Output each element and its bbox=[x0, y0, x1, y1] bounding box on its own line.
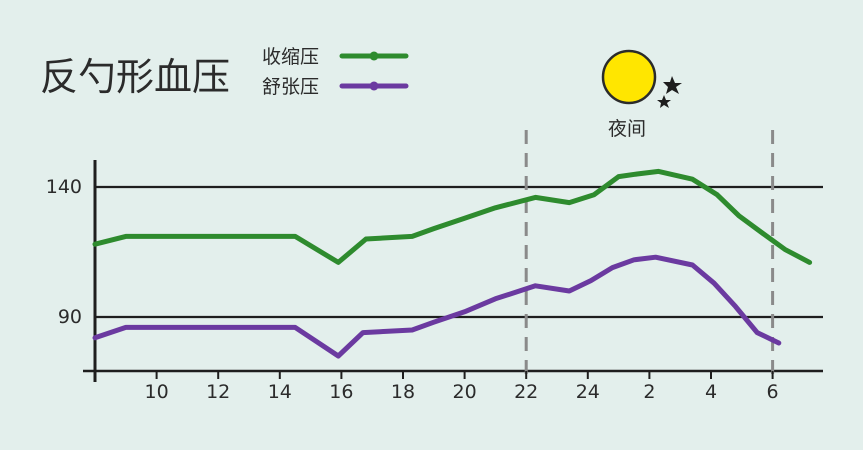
moon-icon bbox=[601, 49, 682, 108]
x-tick-label: 14 bbox=[268, 381, 292, 403]
legend-marker-systolic bbox=[369, 51, 379, 61]
y-tick-label: 140 bbox=[46, 176, 82, 198]
x-tick-label: 22 bbox=[514, 381, 538, 403]
x-tick-label: 4 bbox=[705, 381, 717, 403]
legend-label-diastolic: 舒张压 bbox=[262, 76, 319, 98]
x-tick-label: 18 bbox=[391, 381, 415, 403]
series-line-diastolic bbox=[92, 254, 782, 359]
x-tick-label: 12 bbox=[206, 381, 230, 403]
x-tick-label: 10 bbox=[145, 381, 169, 403]
chart-title: 反勺形血压 bbox=[40, 55, 230, 99]
x-tick-label: 2 bbox=[643, 381, 655, 403]
x-tick-label: 20 bbox=[453, 381, 477, 403]
y-tick-label: 90 bbox=[58, 306, 82, 328]
night-label: 夜间 bbox=[608, 118, 646, 140]
legend-marker-diastolic bbox=[369, 81, 379, 91]
series-line-systolic bbox=[92, 168, 813, 265]
x-tick-label: 6 bbox=[767, 381, 779, 403]
star-icon bbox=[657, 95, 671, 108]
x-tick-label: 16 bbox=[329, 381, 353, 403]
x-tick-label: 24 bbox=[576, 381, 600, 403]
legend-label-systolic: 收缩压 bbox=[262, 46, 319, 68]
legend: 收缩压 舒张压 bbox=[262, 46, 409, 98]
star-icon bbox=[663, 76, 682, 94]
